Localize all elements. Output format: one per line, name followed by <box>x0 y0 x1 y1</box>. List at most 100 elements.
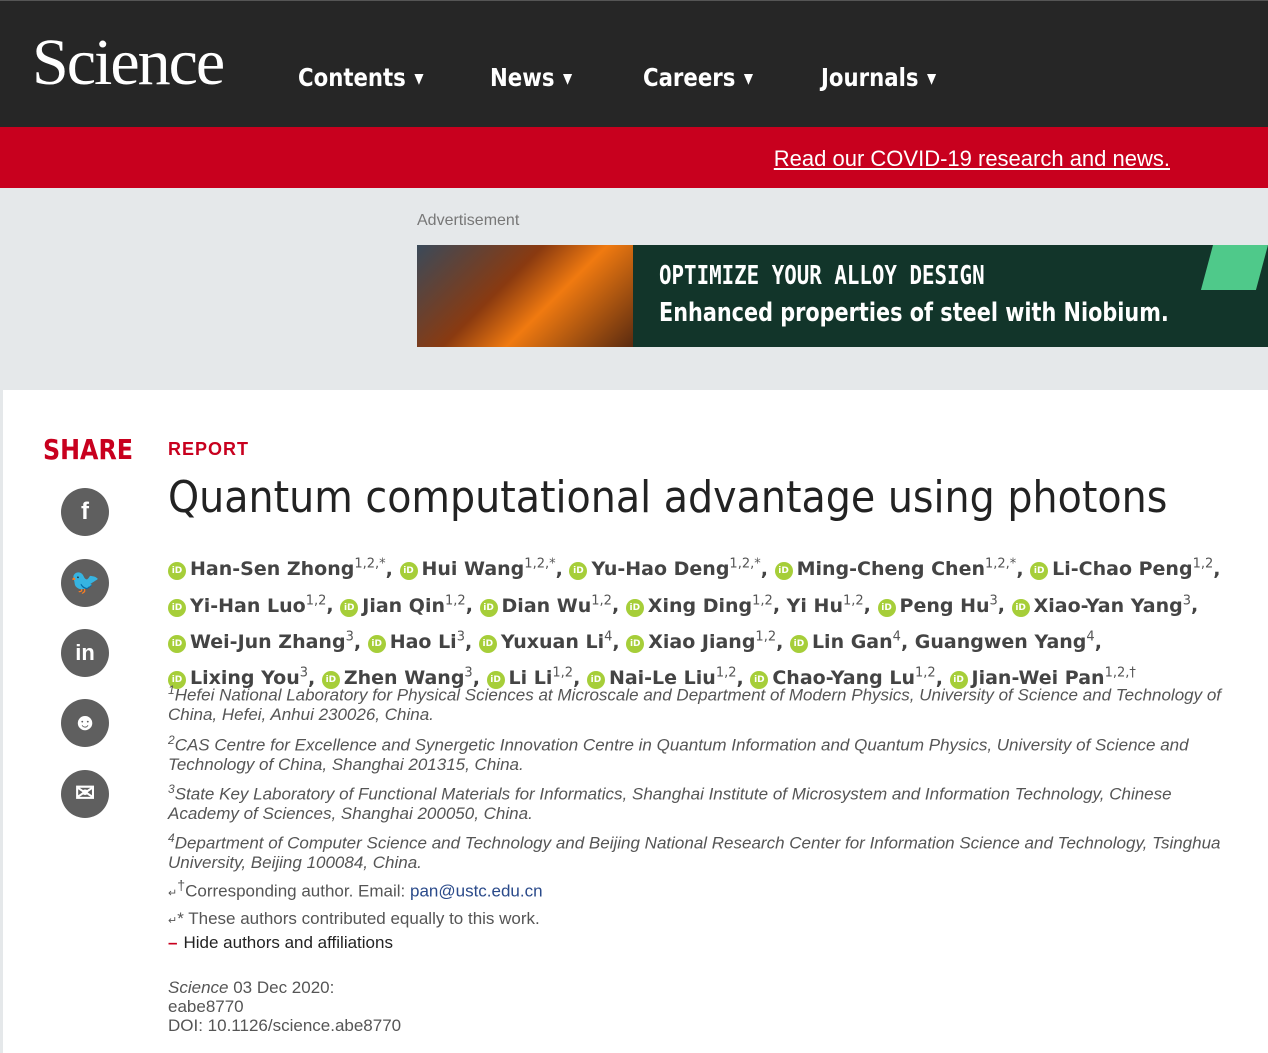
author-affiliation-sup: 1,2 <box>755 629 777 645</box>
orcid-icon[interactable]: iD <box>1030 562 1049 581</box>
twitter-share-icon[interactable]: 🐦 <box>61 559 109 607</box>
author[interactable]: iD Dian Wu1,2 <box>479 593 612 617</box>
author[interactable]: iD Ming-Cheng Chen1,2,* <box>774 557 1017 581</box>
author[interactable]: iD Xiao Jiang1,2 <box>626 629 777 653</box>
author[interactable]: iD Chao-Yang Lu1,2 <box>750 665 936 690</box>
orcid-icon[interactable]: iD <box>478 634 497 653</box>
author-name[interactable]: Li-Chao Peng <box>1052 558 1193 581</box>
orcid-icon[interactable]: iD <box>625 598 644 617</box>
author[interactable]: iD Lin Gan4 <box>789 630 901 653</box>
author-affiliation-sup: 1,2,* <box>985 557 1017 572</box>
author-affiliation-sup: 4 <box>604 629 613 645</box>
reddit-share-icon[interactable]: ☻ <box>61 699 109 747</box>
author-name[interactable]: Hao Li <box>389 630 457 653</box>
citation-id: eabe8770 <box>168 997 244 1016</box>
author[interactable]: iD Zhen Wang3 <box>321 666 473 690</box>
author[interactable]: Guangwen Yang4 <box>914 630 1095 653</box>
author-name[interactable]: Xiao-Yan Yang <box>1033 594 1183 617</box>
author[interactable]: iD Yu-Hao Deng1,2,* <box>569 557 761 581</box>
author[interactable]: iD Xing Ding1,2 <box>625 593 773 617</box>
email-link[interactable]: pan@ustc.edu.cn <box>410 881 543 901</box>
author[interactable]: iD Xiao-Yan Yang3 <box>1011 593 1191 617</box>
citation-journal: Science <box>168 978 229 997</box>
citation-doi: DOI: 10.1126/science.abe8770 <box>168 1016 402 1035</box>
author-affiliation-sup: 1,2 <box>915 665 936 681</box>
author-name[interactable]: Xing Ding <box>647 594 753 617</box>
orcid-icon[interactable]: iD <box>168 562 186 581</box>
facebook-share-icon[interactable]: f <box>61 488 109 536</box>
author-name[interactable]: Hui Wang <box>421 558 525 581</box>
author-name[interactable]: Han-Sen Zhong <box>190 558 355 581</box>
author[interactable]: iD Yuxuan Li4 <box>478 629 613 653</box>
author-name[interactable]: Wei-Jun Zhang <box>190 630 346 653</box>
author[interactable]: iD Jian-Wei Pan1,2,† <box>949 665 1136 690</box>
orcid-icon[interactable]: iD <box>877 598 896 617</box>
article-panel <box>3 390 1268 1053</box>
orcid-icon[interactable]: iD <box>750 671 769 690</box>
author-name[interactable]: Chao-Yang Lu <box>772 667 915 690</box>
author-name[interactable]: Jian Qin <box>362 594 445 617</box>
orcid-icon[interactable]: iD <box>168 671 186 690</box>
author[interactable]: iD Hao Li3 <box>367 630 465 653</box>
orcid-icon[interactable]: iD <box>399 562 418 581</box>
orcid-icon[interactable]: iD <box>340 598 359 617</box>
aff-num: 4 <box>168 831 175 845</box>
author-name[interactable]: Yu-Hao Deng <box>591 558 730 581</box>
author[interactable]: iD Peng Hu3 <box>877 593 998 617</box>
nav-label: News <box>490 63 555 92</box>
linkedin-share-icon[interactable]: in <box>61 629 109 677</box>
article-type: REPORT <box>168 439 250 459</box>
author-name[interactable]: Jian-Wei Pan <box>971 667 1105 690</box>
nav-journals[interactable]: Journals ▼ <box>821 63 936 92</box>
orcid-icon[interactable]: iD <box>168 634 186 653</box>
author-name[interactable]: Yi-Han Luo <box>190 594 306 617</box>
author-name[interactable]: Zhen Wang <box>343 667 465 690</box>
author[interactable]: Yi Hu1,2 <box>786 593 864 617</box>
orcid-icon[interactable]: iD <box>789 634 808 653</box>
author[interactable]: iD Lixing You3 <box>168 666 308 690</box>
author-name[interactable]: Xiao Jiang <box>648 630 756 653</box>
author-name[interactable]: Ming-Cheng Chen <box>796 558 985 581</box>
author[interactable]: iD Hui Wang1,2,* <box>399 557 556 581</box>
orcid-icon[interactable]: iD <box>1011 598 1030 617</box>
author[interactable]: iD Li Li1,2 <box>486 666 573 690</box>
author-name[interactable]: Nai-Le Liu <box>608 667 716 690</box>
author-name[interactable]: Yi Hu <box>786 594 843 617</box>
orcid-icon[interactable]: iD <box>626 634 645 653</box>
aff-text: Department of Computer Science and Techn… <box>168 833 1221 872</box>
author[interactable]: iD Nai-Le Liu1,2 <box>586 666 737 690</box>
author[interactable]: iD Yi-Han Luo1,2 <box>168 593 326 617</box>
author[interactable]: iD Han-Sen Zhong1,2,* <box>168 557 386 581</box>
covid-link[interactable]: Read our COVID-19 research and news. <box>773 146 1170 171</box>
orcid-icon[interactable]: iD <box>569 562 588 581</box>
author-name[interactable]: Peng Hu <box>899 594 990 617</box>
email-share-icon[interactable]: ✉ <box>61 770 109 818</box>
author-name[interactable]: Lixing You <box>190 667 300 690</box>
orcid-icon[interactable]: iD <box>486 671 505 690</box>
orcid-icon[interactable]: iD <box>949 671 968 690</box>
author-affiliation-sup: 1,2,* <box>354 557 386 572</box>
author[interactable]: iD Li-Chao Peng1,2 <box>1030 557 1213 581</box>
advertisement-banner[interactable]: OPTIMIZE YOUR ALLOY DESIGN Enhanced prop… <box>417 245 1268 347</box>
author-name[interactable]: Yuxuan Li <box>500 630 605 653</box>
author[interactable]: iD Jian Qin1,2 <box>340 593 466 617</box>
author-name[interactable]: Dian Wu <box>501 594 592 617</box>
nav-contents[interactable]: Contents ▼ <box>298 63 423 92</box>
nav-news[interactable]: News ▼ <box>490 63 572 92</box>
nav-label: Journals <box>821 63 919 92</box>
author-name[interactable]: Li Li <box>508 667 553 690</box>
caret-down-icon: ▼ <box>414 71 424 87</box>
hide-authors-toggle[interactable]: – Hide authors and affiliations <box>168 933 393 953</box>
orcid-icon[interactable]: iD <box>586 671 605 690</box>
science-logo[interactable]: Science <box>32 26 225 99</box>
orcid-icon[interactable]: iD <box>774 562 793 581</box>
author-name[interactable]: Guangwen Yang <box>914 630 1087 653</box>
orcid-icon[interactable]: iD <box>168 598 186 617</box>
author-name[interactable]: Lin Gan <box>811 630 893 653</box>
orcid-icon[interactable]: iD <box>367 634 386 653</box>
orcid-icon[interactable]: iD <box>321 671 340 690</box>
author[interactable]: iD Wei-Jun Zhang3 <box>168 630 354 653</box>
author-affiliation-sup: 1,2,† <box>1104 665 1136 681</box>
orcid-icon[interactable]: iD <box>479 598 498 617</box>
nav-careers[interactable]: Careers ▼ <box>643 63 753 92</box>
